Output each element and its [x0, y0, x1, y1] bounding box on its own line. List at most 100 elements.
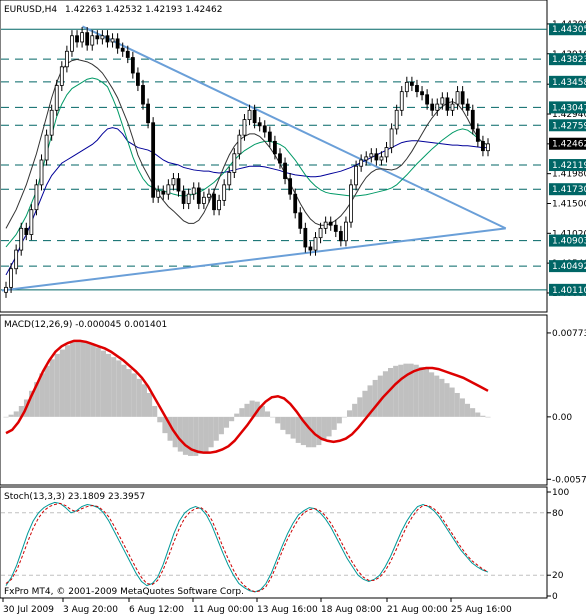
candle-body [54, 85, 59, 111]
macd-bar [90, 344, 96, 417]
candle-body [460, 91, 465, 105]
candle-body [237, 134, 242, 155]
macd-bar [470, 408, 476, 417]
copyright: FxPro MT4, © 2001-2009 MetaQuotes Softwa… [4, 587, 244, 597]
price-level-box [549, 101, 586, 114]
candle-body [110, 38, 115, 43]
candle-body [293, 193, 298, 214]
macd-bar [59, 349, 65, 417]
candle-body [420, 91, 424, 96]
macd-bar [29, 390, 35, 417]
time-tick-label: 18 Aug 08:00 [321, 605, 382, 615]
price-level-lines [1, 28, 547, 291]
candle-body [465, 103, 470, 111]
macd-bar [100, 350, 106, 417]
candle-body [262, 125, 267, 133]
candle-body [455, 91, 460, 105]
macd-tick-label: -0.00575 [552, 475, 586, 485]
macd-bar [480, 415, 486, 417]
time-tick-label: 21 Aug 00:00 [387, 605, 448, 615]
macd-bar [270, 416, 276, 418]
stoch-axis: 100 80 20 0 [547, 488, 569, 602]
price-level-box [549, 119, 586, 132]
macd-bar [423, 369, 430, 417]
candle-body [176, 178, 181, 192]
time-tick-label: 25 Aug 16:00 [451, 605, 512, 615]
candle-body [364, 156, 369, 161]
macd-bar [295, 416, 301, 443]
ohlc-values: 1.42263 1.42532 1.42193 1.42462 [65, 5, 222, 15]
candle-body [34, 184, 39, 211]
candle-body [166, 184, 171, 195]
macd-bar [464, 403, 471, 417]
macd-bar [116, 360, 122, 417]
price-level-box [549, 183, 586, 196]
candle-body [404, 81, 409, 93]
candle-body [196, 187, 201, 204]
macd-bar [8, 414, 14, 417]
candle-body [217, 199, 221, 211]
macd-bar [398, 364, 404, 417]
macd-bar [70, 341, 76, 417]
price-tick-label: 1.41500 [552, 199, 586, 209]
candle-body [141, 85, 145, 105]
candle-body [399, 91, 404, 111]
macd-bar [131, 373, 137, 417]
macd-bar [111, 357, 117, 417]
candle-body [130, 57, 135, 74]
macd-bar [85, 341, 91, 417]
symbol-timeframe: EURUSD,H4 [4, 5, 57, 15]
candle-body [29, 209, 34, 235]
macd-bar [336, 416, 342, 424]
candle-body [24, 227, 29, 235]
macd-bar [239, 408, 245, 417]
macd-bar [203, 416, 209, 452]
macd-bar [454, 392, 460, 417]
price-level-box [549, 283, 586, 296]
candle-body [49, 109, 54, 136]
macd-bar [259, 406, 265, 417]
price-level-box [549, 159, 586, 172]
candle-body [186, 193, 191, 204]
macd-bar [188, 416, 194, 456]
macd-bar [64, 345, 71, 417]
macd-bar [280, 416, 286, 430]
macd-bar [352, 403, 358, 417]
candle-body [90, 35, 95, 46]
candle-body [9, 268, 13, 288]
candle-body [19, 227, 24, 251]
macd-bar [341, 416, 347, 418]
candle-body [267, 131, 272, 142]
candle-body [14, 249, 19, 270]
macd-bar [136, 378, 142, 417]
price-level-label: 1.40903 [552, 237, 586, 247]
candle-body [354, 165, 358, 186]
macd-bar [13, 411, 19, 417]
price-level-label: 1.42759 [552, 121, 586, 131]
moving-average-line [5, 58, 489, 229]
macd-bar [121, 364, 127, 417]
stoch-tick-label: 100 [552, 488, 569, 498]
price-axis: 1.443901.439101.434201.429401.424601.419… [547, 20, 586, 299]
price-level-label: 1.40110 [552, 286, 586, 296]
macd-bar [413, 364, 419, 417]
candle-body [207, 193, 211, 198]
candle-body [4, 286, 8, 293]
macd-bar [475, 412, 481, 417]
macd-bar [177, 416, 183, 452]
candle-body [425, 94, 430, 105]
price-tick-label: 1.41980 [552, 170, 586, 180]
candle-body [85, 32, 90, 46]
macd-bar [362, 390, 368, 417]
candle-body [227, 172, 232, 186]
candle-body [308, 246, 313, 251]
time-tick-label: 11 Aug 00:00 [193, 605, 254, 615]
macd-bar [162, 416, 168, 434]
price-level-box [549, 234, 586, 247]
macd-bar [439, 378, 445, 417]
macd-bar [326, 416, 332, 437]
macd-bar [49, 359, 55, 417]
price-level-box [549, 53, 586, 66]
candle-body [445, 97, 450, 111]
candle-body [95, 35, 100, 40]
